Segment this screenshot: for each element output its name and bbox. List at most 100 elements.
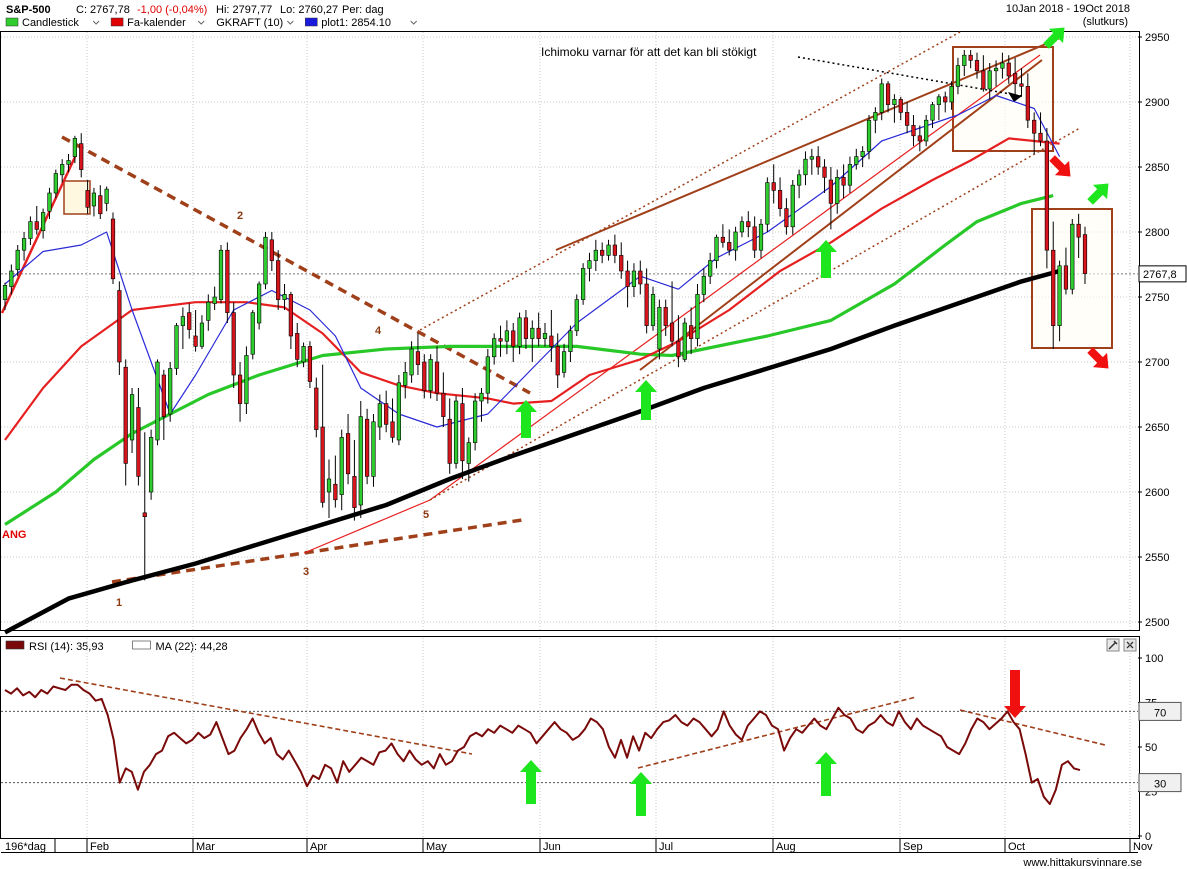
candle-body [708,260,713,277]
candle-body [860,151,865,157]
candle-body [60,164,65,176]
candle-body [237,374,243,404]
candle-body [1006,62,1011,77]
candle [790,180,795,235]
rsi-legend[interactable]: RSI (14): 35,93 MA (22): 44,28 [5,640,228,653]
candle [142,432,147,581]
candle [428,354,433,399]
candle-body [21,238,27,251]
candle-body [797,174,802,186]
candle-body [485,356,490,394]
sell-arrow-icon [1087,347,1109,369]
candle-body [225,249,230,313]
x-tick-label: Sep [903,841,923,853]
candle-body [574,299,579,332]
candle [415,333,421,375]
date-range: 10Jan 2018 - 19Oct 2018 [1006,3,1130,15]
candle-body [41,212,46,232]
candle [199,315,205,349]
candle-body [542,333,548,339]
candle-body [1025,86,1030,121]
buy-arrow-icon [630,772,652,816]
candle [473,393,478,451]
candle [212,286,217,310]
candle [453,395,459,469]
candle [123,359,128,486]
candle [854,148,859,170]
candle [9,264,14,295]
candle [47,187,52,219]
candle-body [193,335,198,347]
legend-item[interactable]: Candlestick [22,17,79,29]
candle [993,60,999,87]
candle-body [625,270,630,287]
rsi-y-tick-label: 50 [1145,742,1157,754]
candle-body [511,330,516,347]
price-basis: (slutkurs) [1083,16,1128,28]
candle-body [517,317,522,347]
candle-body [326,478,332,493]
candle [276,250,281,310]
candle-body [873,112,878,121]
chevron-down-icon[interactable] [92,20,100,25]
candle [98,185,103,219]
watermark: www.hittakursvinnare.se [1022,857,1142,869]
candle [568,325,573,362]
candle-body [917,135,922,142]
candle [784,198,789,235]
legend-item[interactable]: Fa-kalender [127,17,186,29]
candle-body [384,403,389,425]
indicator-legend[interactable]: Candlestick Fa-kalender GKRAFT (10) plot1: … [5,17,418,29]
legend-item[interactable]: MA (22): 44,28 [156,641,228,653]
buy-arrow-icon [1043,27,1065,49]
rsi-grid [1,710,1138,784]
candle-body [295,333,300,360]
candle [409,341,414,383]
candle [765,177,770,232]
support-line-1 [111,518,523,584]
chevron-down-icon[interactable] [286,20,294,25]
candle [536,312,541,347]
legend-item[interactable]: RSI (14): 35,93 [29,641,104,653]
candle-body [447,418,452,464]
symbol-label: S&P-500 [6,4,51,16]
candle [358,401,363,518]
chevron-down-icon[interactable] [197,20,205,25]
candle-body [949,86,954,103]
candle-body [269,239,274,261]
sell-arrow-icon [1049,155,1071,177]
candle [339,429,344,511]
ma-red-line [4,137,1060,441]
candle [720,224,725,248]
y-tick-label: 2550 [1145,552,1169,564]
candle-body [809,156,814,160]
candle-body [149,437,154,493]
candle [746,211,751,238]
candle [434,346,440,401]
candle [752,216,757,258]
candle [892,94,897,123]
candle [371,414,376,487]
candle-body [34,221,39,230]
candle [797,169,802,199]
candle-body [180,316,185,326]
legend-item[interactable]: GKRAFT (10) [216,17,283,29]
candle [549,310,554,362]
candle [930,102,935,128]
candle-body [841,177,846,186]
candle-body [1038,132,1043,142]
candle-body [561,351,567,373]
legend-item[interactable]: plot1: 2854.10 [321,17,391,29]
low-value: Lo: 2760,27 [280,4,338,16]
chevron-down-icon[interactable] [410,20,418,25]
rsi-downtrend [59,677,473,755]
candle-body [155,361,160,441]
candle [879,78,884,121]
candle [244,346,249,414]
candle-body [600,249,605,256]
candle [898,96,903,121]
candle [1076,213,1081,258]
last-price-box [1138,265,1187,283]
candle-body [301,346,306,363]
candle [574,294,579,336]
